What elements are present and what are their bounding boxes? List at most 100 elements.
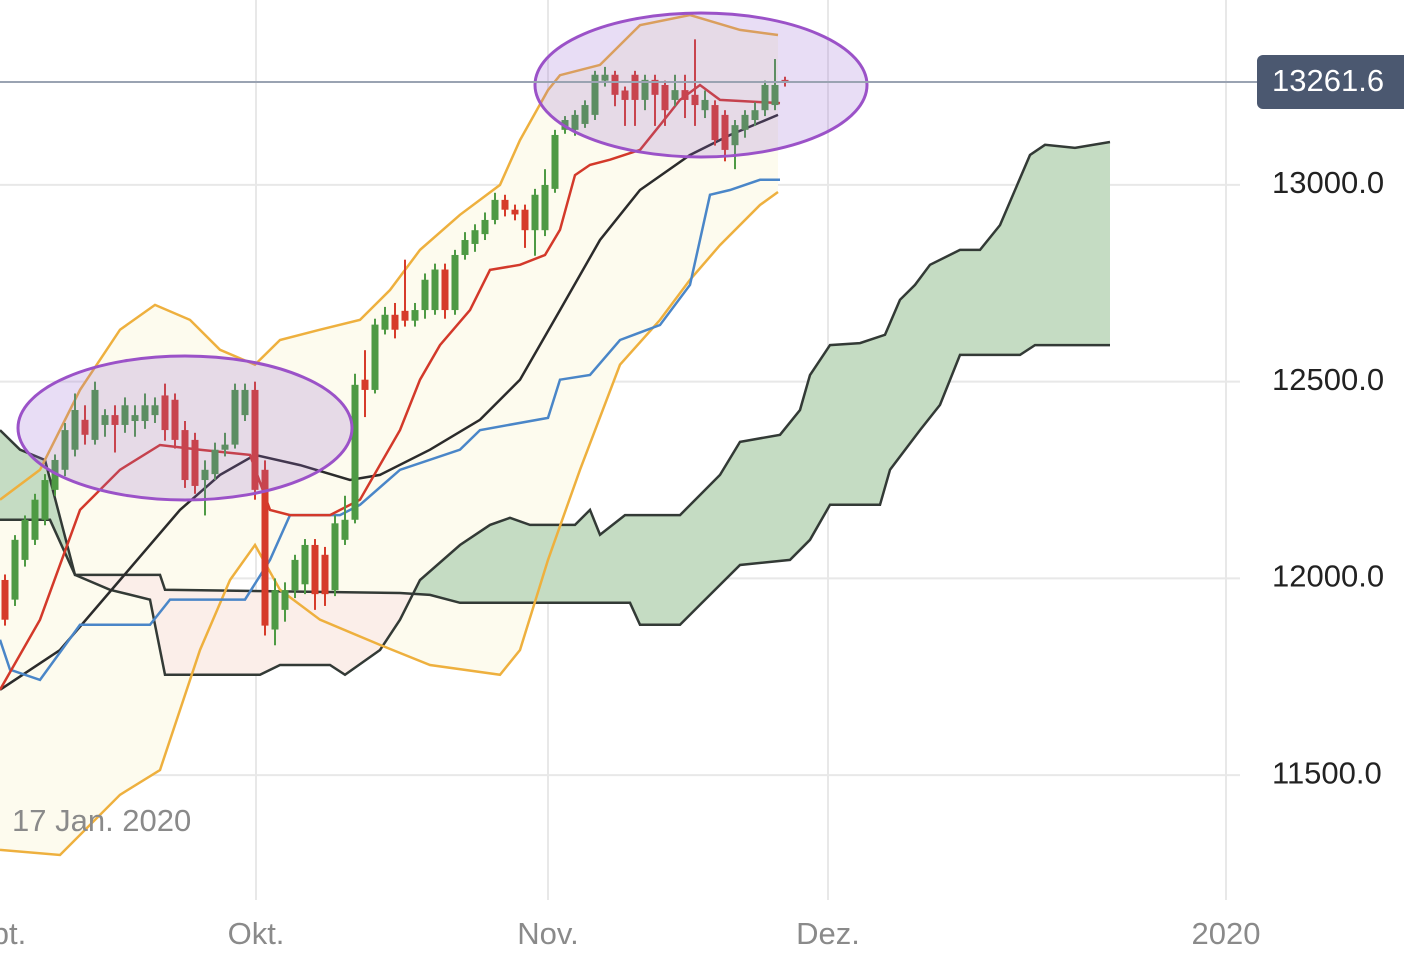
candle-body — [301, 544, 309, 585]
candle-body — [771, 84, 779, 106]
x-tick-label: Dez. — [796, 916, 860, 951]
candle-body — [151, 405, 159, 416]
candle-body — [551, 134, 559, 189]
candle-body — [331, 523, 339, 591]
x-tick-label: Okt. — [228, 916, 285, 951]
candle-body — [751, 110, 759, 121]
candle-body — [141, 405, 149, 422]
candle-body — [641, 79, 649, 100]
bollinger-lower — [0, 190, 779, 857]
candle-body — [101, 415, 109, 425]
candle-body — [481, 219, 489, 235]
candle-body — [391, 314, 399, 330]
candle-body — [231, 389, 239, 445]
candle-body — [241, 389, 249, 416]
candle-body — [631, 74, 639, 100]
candle-body — [221, 444, 229, 450]
candle-body — [541, 184, 549, 231]
candle-body — [471, 230, 479, 244]
candle-body — [91, 389, 99, 440]
y-tick-label: 11500.0 — [1272, 755, 1382, 790]
y-tick-label: 12000.0 — [1272, 559, 1384, 594]
plot-layer — [0, 0, 1240, 900]
candle-body — [381, 314, 389, 330]
candle-body — [731, 125, 739, 146]
candle-body — [681, 90, 689, 100]
y-tick-label: 13000.0 — [1272, 165, 1384, 200]
candle-body — [51, 459, 59, 490]
candle-body — [131, 415, 139, 422]
candle-body — [451, 254, 459, 311]
y-tick-label: 12500.0 — [1272, 362, 1384, 397]
bollinger-upper — [0, 13, 779, 501]
candle-body — [251, 389, 259, 490]
candle-body — [431, 269, 439, 311]
cloud-span-b — [0, 343, 1110, 627]
candle-body — [201, 469, 209, 481]
candle-body — [321, 554, 329, 595]
candle-body — [281, 590, 289, 610]
highlight-ellipse — [533, 11, 869, 159]
candle-body — [421, 279, 429, 311]
candle-body — [291, 559, 299, 591]
candle-body — [671, 90, 679, 100]
candle-body — [761, 84, 769, 111]
indicator-line — [0, 113, 779, 691]
candle-body — [1, 579, 9, 620]
last-price-label: 13261.6 — [1272, 63, 1384, 98]
candle-body — [351, 384, 359, 520]
candle-body — [511, 209, 519, 215]
x-tick-label: Nov. — [517, 916, 578, 951]
x-tick-label: Sept. — [0, 916, 26, 951]
candle-body — [741, 114, 749, 130]
candle-body — [521, 209, 529, 231]
candle-body — [581, 105, 589, 124]
candle-body — [161, 395, 169, 431]
candle-body — [21, 519, 29, 560]
candle-body — [591, 74, 599, 115]
candle-body — [721, 114, 729, 150]
candle-body — [571, 114, 579, 130]
y-tick-label: 13500.0 — [1272, 0, 1384, 3]
candle-body — [461, 240, 469, 255]
candle-body — [781, 79, 789, 82]
x-tick-label: 2020 — [1192, 916, 1261, 951]
indicator-line — [0, 83, 781, 691]
candle-body — [691, 94, 699, 106]
candle-body — [81, 419, 89, 435]
candle-body — [171, 399, 179, 440]
candle-body — [111, 415, 119, 425]
candle-body — [341, 519, 349, 540]
highlight-ellipse — [16, 354, 354, 502]
candle-body — [501, 199, 509, 210]
candle-body — [611, 74, 619, 95]
annotation: 17 Jan. 2020 — [12, 803, 191, 838]
candle-body — [71, 409, 79, 450]
candle-body — [531, 194, 539, 231]
candle-body — [651, 79, 659, 95]
candle-body — [261, 469, 269, 626]
candle-body — [361, 379, 369, 390]
candle-body — [441, 269, 449, 311]
candle-body — [181, 430, 189, 481]
candle-body — [121, 405, 129, 425]
candle-body — [491, 199, 499, 220]
candle-body — [701, 99, 709, 111]
candle-body — [371, 324, 379, 390]
candle-body — [601, 74, 609, 81]
indicator-line — [0, 178, 780, 682]
candle-body — [191, 439, 199, 486]
candle-body — [41, 480, 49, 520]
candle-body — [401, 310, 409, 321]
candle-body — [211, 449, 219, 475]
candle-body — [411, 310, 419, 321]
candle-body — [621, 90, 629, 100]
last-price-box — [1257, 55, 1404, 109]
candle-body — [31, 499, 39, 540]
candle-body — [271, 590, 279, 630]
candle-body — [711, 105, 719, 141]
candle-body — [61, 430, 69, 470]
